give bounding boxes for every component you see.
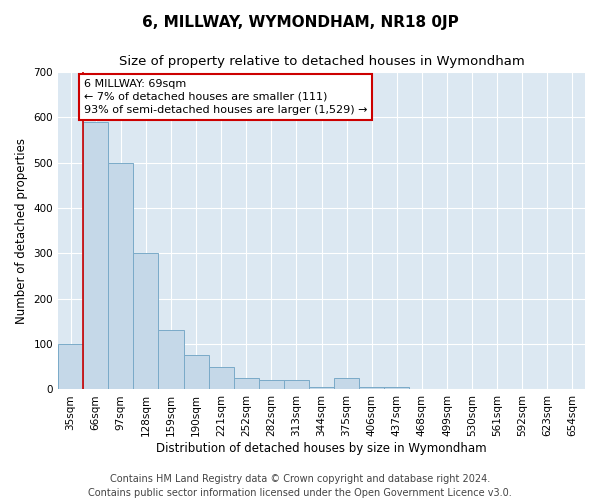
Y-axis label: Number of detached properties: Number of detached properties bbox=[15, 138, 28, 324]
Title: Size of property relative to detached houses in Wymondham: Size of property relative to detached ho… bbox=[119, 55, 524, 68]
Bar bbox=[284, 380, 309, 390]
Text: 6, MILLWAY, WYMONDHAM, NR18 0JP: 6, MILLWAY, WYMONDHAM, NR18 0JP bbox=[142, 15, 458, 30]
Bar bbox=[359, 387, 384, 390]
Bar bbox=[83, 122, 108, 390]
Text: 6 MILLWAY: 69sqm
← 7% of detached houses are smaller (111)
93% of semi-detached : 6 MILLWAY: 69sqm ← 7% of detached houses… bbox=[83, 78, 367, 115]
Text: Contains HM Land Registry data © Crown copyright and database right 2024.
Contai: Contains HM Land Registry data © Crown c… bbox=[88, 474, 512, 498]
Bar bbox=[108, 162, 133, 390]
Bar bbox=[384, 387, 409, 390]
Bar bbox=[309, 387, 334, 390]
Bar bbox=[133, 254, 158, 390]
Bar bbox=[334, 378, 359, 390]
Bar bbox=[158, 330, 184, 390]
Bar bbox=[184, 356, 209, 390]
X-axis label: Distribution of detached houses by size in Wymondham: Distribution of detached houses by size … bbox=[156, 442, 487, 455]
Bar bbox=[58, 344, 83, 390]
Bar bbox=[233, 378, 259, 390]
Bar bbox=[409, 388, 434, 390]
Bar bbox=[259, 380, 284, 390]
Bar bbox=[209, 367, 233, 390]
